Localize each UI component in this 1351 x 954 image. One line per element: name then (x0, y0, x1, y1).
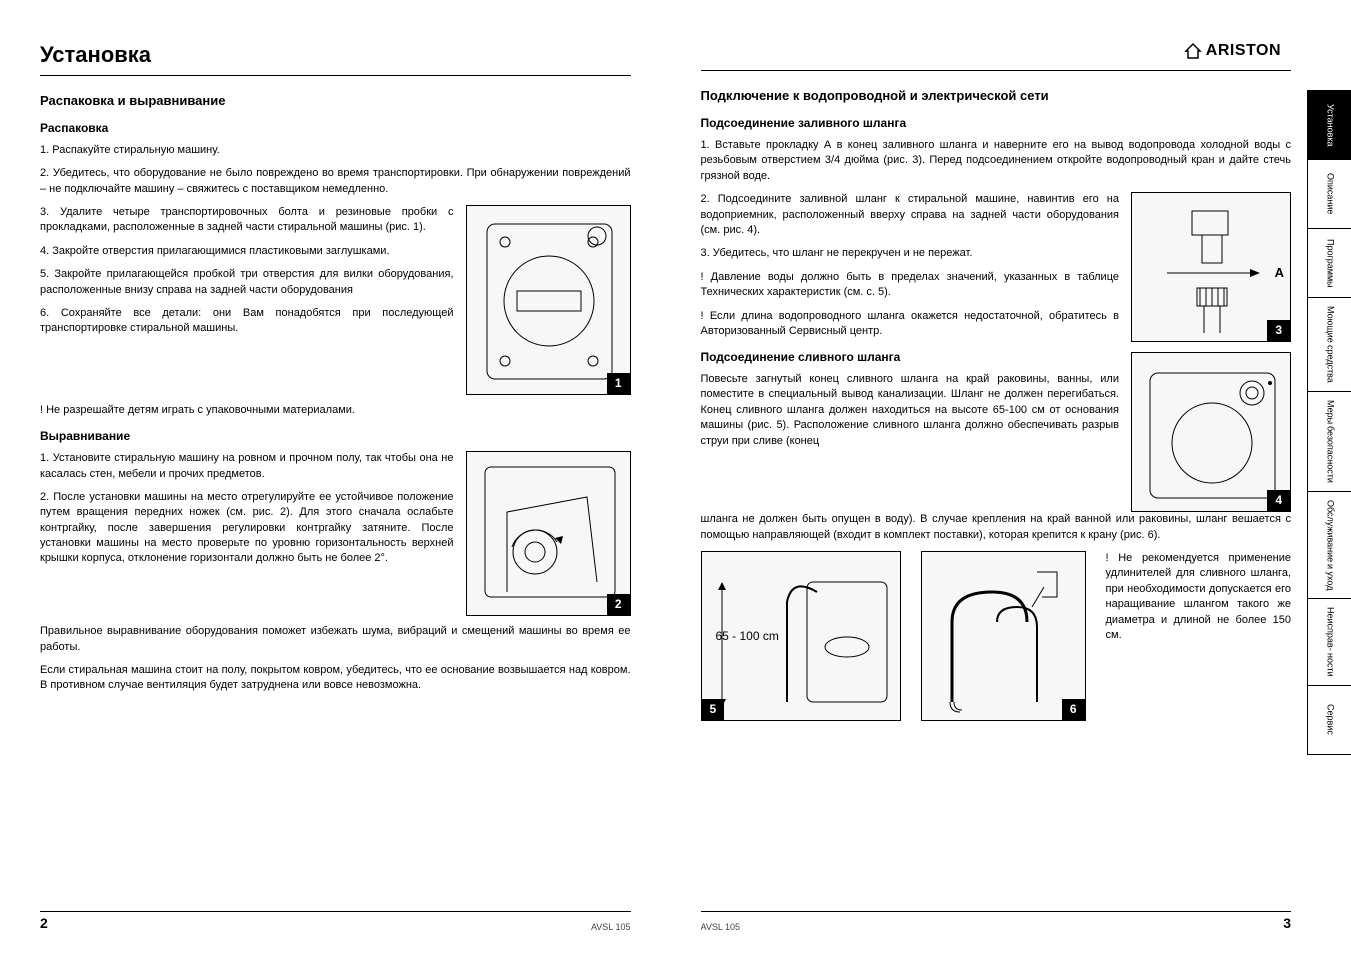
figure-1: 1 (466, 205, 631, 395)
page-number: 3 (1283, 914, 1291, 934)
warning: ! Если длина водопроводного шланга окаже… (701, 309, 1120, 340)
subheading-inlet: Подсоединение заливного шланга (701, 115, 1292, 132)
page-title: Установка (40, 40, 631, 71)
para: 3. Убедитесь, что шланг не перекручен и … (701, 246, 1120, 261)
tab-label: Неисправ- (1325, 607, 1335, 651)
para: 2. После установки машины на место отрег… (40, 490, 454, 567)
figure-5: 65 - 100 cm 5 (701, 551, 901, 721)
side-tabs: Установка Описание Программы Моющие средс… (1307, 90, 1351, 754)
figure-4: 4 (1131, 352, 1291, 512)
tab-label: Описание (1325, 173, 1335, 214)
tab-label: Меры (1325, 400, 1335, 424)
figure-3: A 3 (1131, 192, 1291, 342)
page-right: ARISTON Подключение к водопроводной и эл… (671, 0, 1351, 954)
title-rule (40, 75, 631, 76)
text-figure-row: 1. Установите стиральную машину на ровно… (40, 451, 631, 616)
tab-label: Установка (1325, 104, 1335, 147)
tab-service[interactable]: Сервис (1307, 685, 1351, 755)
text-figure-row: 3. Удалите четыре транспортировочных бол… (40, 205, 631, 395)
text-column: 3. Удалите четыре транспортировочных бол… (40, 205, 454, 337)
tab-programs[interactable]: Программы (1307, 228, 1351, 298)
figure-5-6-row: 65 - 100 cm 5 6 ! Не рекомендуется приме… (701, 551, 1292, 721)
warning: ! Давление воды должно быть в пределах з… (701, 270, 1120, 301)
tab-label: ности (1325, 653, 1335, 677)
para: 4. Закройте отверстия прилагающимися пла… (40, 244, 454, 259)
washer-back-icon (467, 206, 632, 396)
figure-number: 4 (1267, 490, 1290, 511)
para: 1. Вставьте прокладку А в конец заливног… (701, 138, 1292, 184)
figure-column: A 3 4 (1131, 192, 1291, 512)
brand-text: ARISTON (1206, 42, 1281, 59)
tab-troubleshoot[interactable]: Неисправ-ности (1307, 598, 1351, 685)
figure-number: 1 (607, 373, 630, 394)
page-footer: 2 AVSL 105 (40, 914, 631, 934)
tab-description[interactable]: Описание (1307, 159, 1351, 229)
text-figure-row: 2. Подсоедините заливной шланг к стираль… (701, 192, 1292, 512)
para: 1. Установите стиральную машину на ровно… (40, 451, 454, 482)
model-code: AVSL 105 (701, 921, 741, 934)
footer-rule (701, 911, 1292, 912)
text-column: 2. Подсоедините заливной шланг к стираль… (701, 192, 1120, 457)
house-icon (1184, 42, 1202, 60)
tab-label: Сервис (1325, 704, 1335, 735)
figure-number: 3 (1267, 320, 1290, 341)
tab-care[interactable]: Обслуживание и уход (1307, 491, 1351, 600)
title-rule (701, 70, 1292, 71)
subheading-unpack: Распаковка (40, 120, 631, 137)
para: 6. Сохраняйте все детали: они Вам понадо… (40, 306, 454, 337)
figure-number: 5 (702, 699, 725, 720)
figure-6: 6 (921, 551, 1086, 721)
figure-2: 2 (466, 451, 631, 616)
tab-label: Программы (1325, 239, 1335, 288)
para: Повесьте загнутый конец сливного шланга … (701, 372, 1120, 449)
figure-label-a: A (1275, 264, 1284, 282)
para: 3. Удалите четыре транспортировочных бол… (40, 205, 454, 236)
subheading-drain: Подсоединение сливного шланга (701, 349, 1120, 366)
text-column: 1. Установите стиральную машину на ровно… (40, 451, 454, 575)
page-footer: AVSL 105 3 (701, 914, 1292, 934)
tab-install[interactable]: Установка (1307, 90, 1351, 160)
para: 2. Убедитесь, что оборудование не было п… (40, 166, 631, 197)
section-heading: Подключение к водопроводной и электричес… (701, 87, 1292, 105)
tab-detergents[interactable]: Моющие средства (1307, 297, 1351, 392)
para: 1. Распакуйте стиральную машину. (40, 143, 631, 158)
para: 5. Закройте прилагающейся пробкой три от… (40, 267, 454, 298)
washer-inlet-icon (1132, 353, 1292, 513)
warning: ! Не разрешайте детям играть с упаковочн… (40, 403, 631, 418)
tab-label: Моющие (1325, 306, 1335, 343)
page-number: 2 (40, 914, 48, 934)
leveling-foot-icon (467, 452, 632, 617)
tab-label: и уход (1325, 564, 1335, 591)
page-left: Установка Распаковка и выравнивание Расп… (0, 0, 671, 954)
para: 2. Подсоедините заливной шланг к стираль… (701, 192, 1120, 238)
tab-label: средства (1325, 345, 1335, 383)
height-range-label: 65 - 100 cm (716, 628, 779, 645)
footer-rule (40, 911, 631, 912)
figure-number: 6 (1062, 699, 1085, 720)
brand-logo: ARISTON (1184, 40, 1281, 62)
para: Если стиральная машина стоит на полу, по… (40, 663, 631, 694)
tab-safety[interactable]: Меры безопасности (1307, 391, 1351, 492)
para: Правильное выравнивание оборудования пом… (40, 624, 631, 655)
tab-label: Обслуживание (1325, 500, 1335, 562)
figure-number: 2 (607, 594, 630, 615)
para: шланга не должен быть опущен в воду). В … (701, 512, 1292, 543)
model-code: AVSL 105 (591, 921, 631, 934)
side-note: ! Не рекомендуется применение удлинителе… (1106, 551, 1292, 721)
tab-label: безопасности (1325, 426, 1335, 483)
subheading-level: Выравнивание (40, 428, 631, 445)
drain-guide-icon (922, 552, 1087, 722)
section-heading: Распаковка и выравнивание (40, 92, 631, 110)
